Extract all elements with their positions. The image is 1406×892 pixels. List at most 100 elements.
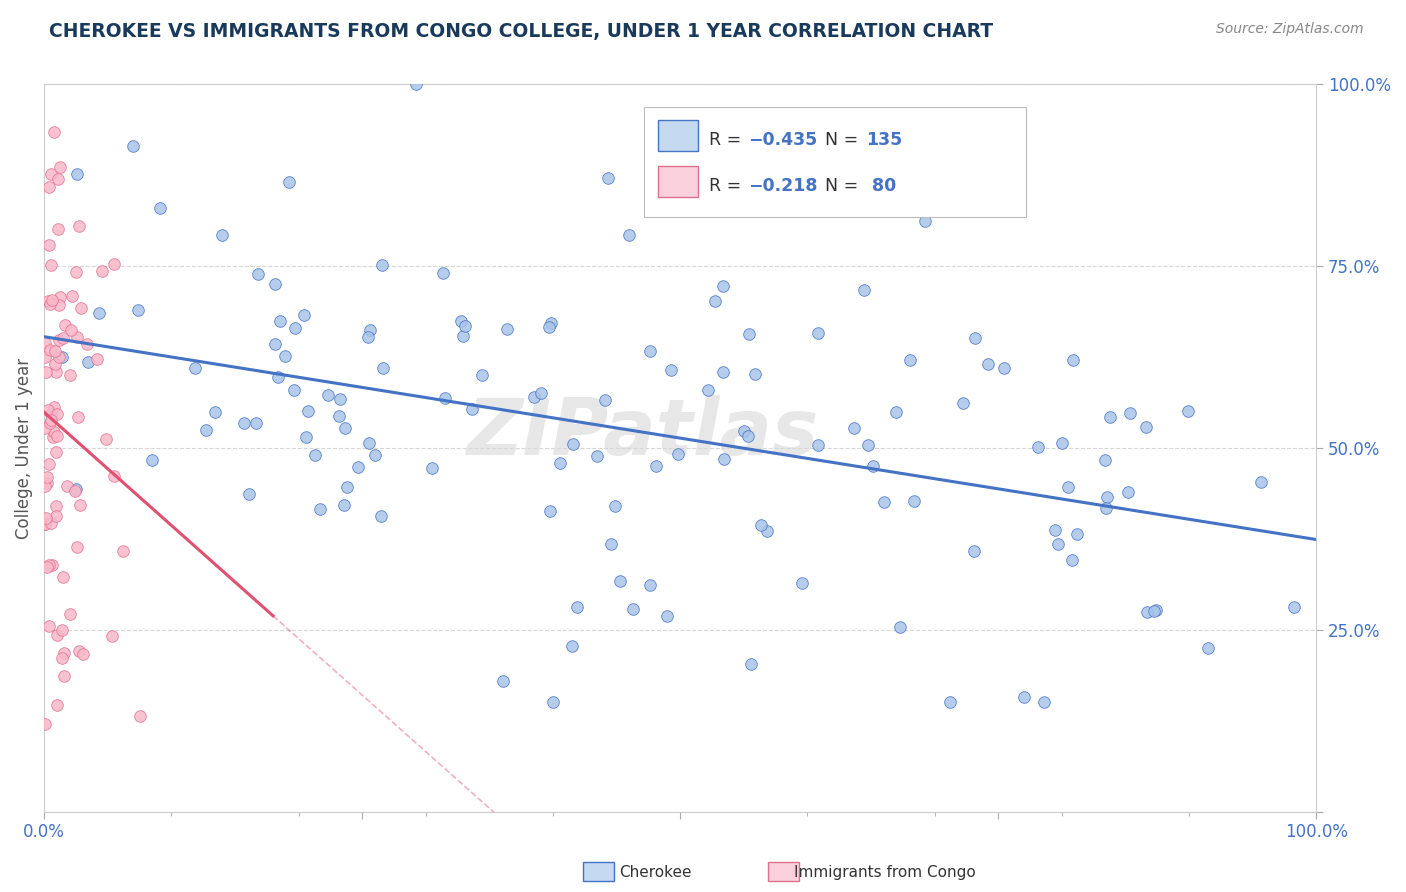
Point <box>914 213 936 227</box>
Text: −0.218: −0.218 <box>748 178 818 195</box>
Point <box>39 417 62 431</box>
Point <box>267 369 290 384</box>
Point <box>304 448 326 462</box>
Point <box>72 647 94 661</box>
Point <box>939 696 962 710</box>
Point <box>59 607 82 621</box>
Point <box>1116 485 1139 500</box>
Point <box>1045 524 1067 538</box>
Point <box>755 524 778 539</box>
Point <box>806 438 828 452</box>
Point <box>39 259 62 273</box>
Point <box>35 365 58 379</box>
Point <box>48 333 70 347</box>
Point <box>1062 553 1084 567</box>
Point <box>329 392 352 406</box>
Point <box>55 478 77 492</box>
Point <box>39 167 62 181</box>
Point <box>420 461 443 475</box>
Point <box>696 384 718 398</box>
Point <box>561 639 583 653</box>
Text: N =: N = <box>814 178 865 195</box>
Point <box>94 433 117 447</box>
Point <box>35 510 58 524</box>
Point <box>269 314 291 328</box>
Point <box>586 449 609 463</box>
Point <box>41 558 63 573</box>
Point <box>713 451 735 466</box>
Point <box>655 609 678 624</box>
Point <box>76 355 98 369</box>
Text: 135: 135 <box>866 131 903 149</box>
Point <box>38 558 60 573</box>
Point <box>496 322 519 336</box>
Point <box>609 574 631 588</box>
FancyBboxPatch shape <box>658 167 697 197</box>
Point <box>1028 441 1050 455</box>
Point <box>45 628 67 642</box>
Point <box>52 646 75 660</box>
Point <box>619 228 641 243</box>
Point <box>1099 409 1122 424</box>
Point <box>69 498 91 512</box>
Point <box>792 575 814 590</box>
Point <box>52 570 75 584</box>
Point <box>856 438 879 452</box>
Point <box>433 391 456 405</box>
Point <box>806 326 828 340</box>
Point <box>328 409 350 423</box>
Point <box>357 330 380 344</box>
Point <box>740 657 762 671</box>
Point <box>603 499 626 513</box>
Point <box>318 388 340 402</box>
Point <box>1143 603 1166 617</box>
Point <box>45 508 67 523</box>
Point <box>52 331 75 345</box>
Point <box>454 318 477 333</box>
Point <box>42 430 65 444</box>
Point <box>34 335 56 350</box>
Point <box>453 328 475 343</box>
Point <box>51 650 73 665</box>
Point <box>704 293 727 308</box>
Point <box>335 421 357 435</box>
Point <box>232 417 254 431</box>
Point <box>965 331 987 345</box>
Point <box>60 289 83 303</box>
Point <box>738 327 761 342</box>
Point <box>283 384 305 398</box>
Point <box>48 298 70 312</box>
Point <box>204 405 226 419</box>
Point <box>1197 640 1219 655</box>
Point <box>600 537 623 551</box>
Point <box>1094 453 1116 467</box>
Point <box>35 476 58 491</box>
Point <box>371 360 394 375</box>
Point <box>1144 603 1167 617</box>
Text: Source: ZipAtlas.com: Source: ZipAtlas.com <box>1216 22 1364 37</box>
Point <box>645 458 668 473</box>
Point <box>292 308 315 322</box>
Point <box>39 297 62 311</box>
Point <box>471 368 494 383</box>
Point <box>884 405 907 419</box>
Point <box>734 424 756 438</box>
Point <box>562 437 585 451</box>
Text: R =: R = <box>709 178 747 195</box>
Point <box>65 330 87 344</box>
Point <box>46 698 69 712</box>
Point <box>737 428 759 442</box>
Text: Immigrants from Congo: Immigrants from Congo <box>794 865 976 880</box>
Point <box>65 540 87 554</box>
Point <box>565 600 588 615</box>
Point <box>538 504 561 518</box>
Point <box>593 392 616 407</box>
Point <box>1014 690 1036 704</box>
Point <box>1095 491 1118 505</box>
Point <box>34 516 56 531</box>
Point <box>45 444 67 458</box>
Point <box>977 357 1000 371</box>
Point <box>844 421 866 435</box>
Point <box>294 429 316 443</box>
Point <box>42 125 65 139</box>
